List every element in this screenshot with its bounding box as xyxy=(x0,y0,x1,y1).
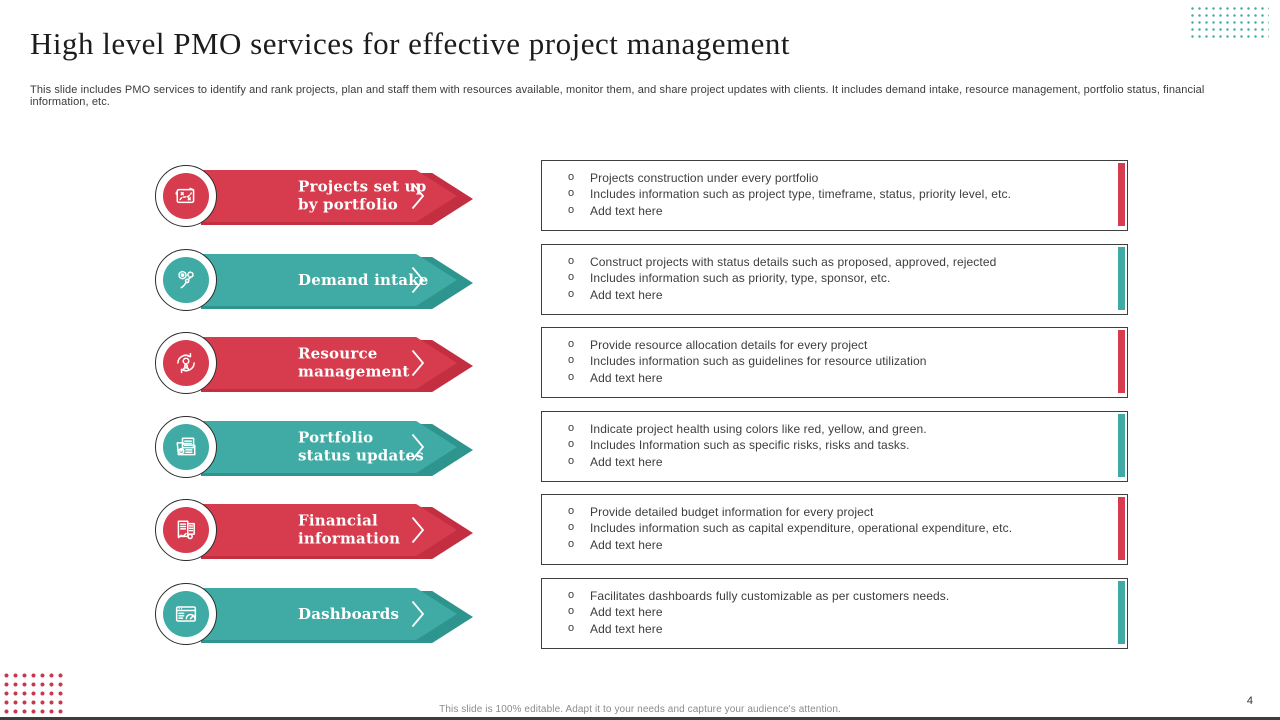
banner-label: Dashboards xyxy=(298,604,400,623)
banner-arrow: Projects set up by portfolio xyxy=(185,170,457,222)
chevron-right-icon xyxy=(411,516,425,544)
bullet-item: Includes information such as priority, t… xyxy=(567,269,1101,286)
service-detail-box[interactable]: Facilitates dashboards fully customizabl… xyxy=(541,578,1128,649)
banner-label: Financial information xyxy=(298,511,401,548)
bullet-item: Add text here xyxy=(567,620,1101,637)
service-banner-shape[interactable]: Demand intake xyxy=(155,249,487,311)
service-icon-circle xyxy=(155,332,217,394)
bullet-item: Add text here xyxy=(567,286,1101,303)
chevron-right-icon xyxy=(411,349,425,377)
service-row: Projects set up by portfolio Projects co… xyxy=(0,160,1280,232)
service-banner-shape[interactable]: Resource management xyxy=(155,332,487,394)
bullet-list: Facilitates dashboards fully customizabl… xyxy=(542,579,1127,637)
bullet-item: Provide resource allocation details for … xyxy=(567,336,1101,353)
demand-gears-icon xyxy=(163,257,209,303)
accent-bar xyxy=(1118,247,1125,310)
accent-bar xyxy=(1118,497,1125,560)
service-banner-shape[interactable]: Projects set up by portfolio xyxy=(155,165,487,227)
accent-bar xyxy=(1118,163,1125,226)
banner-label: Demand intake xyxy=(298,270,429,289)
page-number: 4 xyxy=(1246,695,1253,707)
accent-bar xyxy=(1118,581,1125,644)
banner-label: Projects set up by portfolio xyxy=(298,177,427,214)
strategy-plan-icon xyxy=(163,173,209,219)
dashboard-gauge-icon xyxy=(163,591,209,637)
bullet-list: Projects construction under every portfo… xyxy=(542,161,1127,219)
slide-subtitle: This slide includes PMO services to iden… xyxy=(30,84,1205,108)
service-icon-circle xyxy=(155,499,217,561)
service-banner-shape[interactable]: Portfolio status updates xyxy=(155,416,487,478)
banner-arrow: Demand intake xyxy=(185,254,457,306)
accent-bar xyxy=(1118,330,1125,393)
service-row: Resource management Provide resource all… xyxy=(0,327,1280,399)
bullet-item: Includes information such as capital exp… xyxy=(567,519,1101,536)
chevron-right-icon xyxy=(411,182,425,210)
bullet-list: Provide resource allocation details for … xyxy=(542,328,1127,386)
bullet-item: Provide detailed budget information for … xyxy=(567,503,1101,520)
banner-arrow: Portfolio status updates xyxy=(185,421,457,473)
bullet-item: Add text here xyxy=(567,369,1101,386)
banner-arrow: Financial information xyxy=(185,504,457,556)
service-detail-box[interactable]: Provide detailed budget information for … xyxy=(541,494,1128,565)
service-row: Financial information Provide detailed b… xyxy=(0,494,1280,566)
resource-cycle-icon xyxy=(163,340,209,386)
service-row: Demand intake Construct projects with st… xyxy=(0,244,1280,316)
service-icon-circle xyxy=(155,583,217,645)
bullet-item: Includes information such as project typ… xyxy=(567,185,1101,202)
bullet-item: Includes information such as guidelines … xyxy=(567,352,1101,369)
service-icon-circle xyxy=(155,249,217,311)
teal-dot-grid-decoration xyxy=(1189,5,1269,42)
banner-arrow: Resource management xyxy=(185,337,457,389)
bullet-item: Indicate project health using colors lik… xyxy=(567,420,1101,437)
service-row: Dashboards Facilitates dashboards fully … xyxy=(0,578,1280,650)
service-icon-circle xyxy=(155,165,217,227)
bullet-item: Projects construction under every portfo… xyxy=(567,169,1101,186)
bullet-item: Construct projects with status details s… xyxy=(567,253,1101,270)
bullet-list: Provide detailed budget information for … xyxy=(542,495,1127,553)
bullet-list: Construct projects with status details s… xyxy=(542,245,1127,303)
bottom-edge-strip xyxy=(0,717,1280,720)
editable-note: This slide is 100% editable. Adapt it to… xyxy=(439,704,841,715)
bullet-list: Indicate project health using colors lik… xyxy=(542,412,1127,470)
bullet-item: Includes Information such as specific ri… xyxy=(567,436,1101,453)
financial-ledger-icon xyxy=(163,507,209,553)
service-detail-box[interactable]: Indicate project health using colors lik… xyxy=(541,411,1128,482)
service-detail-box[interactable]: Construct projects with status details s… xyxy=(541,244,1128,315)
portfolio-folder-icon xyxy=(163,424,209,470)
banner-arrow: Dashboards xyxy=(185,588,457,640)
service-detail-box[interactable]: Projects construction under every portfo… xyxy=(541,160,1128,231)
bullet-item: Add text here xyxy=(567,453,1101,470)
red-dot-grid-decoration xyxy=(2,671,64,718)
service-icon-circle xyxy=(155,416,217,478)
service-detail-box[interactable]: Provide resource allocation details for … xyxy=(541,327,1128,398)
accent-bar xyxy=(1118,414,1125,477)
bullet-item: Add text here xyxy=(567,536,1101,553)
bullet-item: Add text here xyxy=(567,603,1101,620)
service-banner-shape[interactable]: Dashboards xyxy=(155,583,487,645)
bullet-item: Facilitates dashboards fully customizabl… xyxy=(567,587,1101,604)
service-row: Portfolio status updates Indicate projec… xyxy=(0,411,1280,483)
page-title: High level PMO services for effective pr… xyxy=(30,26,790,61)
chevron-right-icon xyxy=(411,266,425,294)
bullet-item: Add text here xyxy=(567,202,1101,219)
service-banner-shape[interactable]: Financial information xyxy=(155,499,487,561)
chevron-right-icon xyxy=(411,600,425,628)
chevron-right-icon xyxy=(411,433,425,461)
banner-label: Resource management xyxy=(298,344,410,381)
banner-label: Portfolio status updates xyxy=(298,428,424,465)
